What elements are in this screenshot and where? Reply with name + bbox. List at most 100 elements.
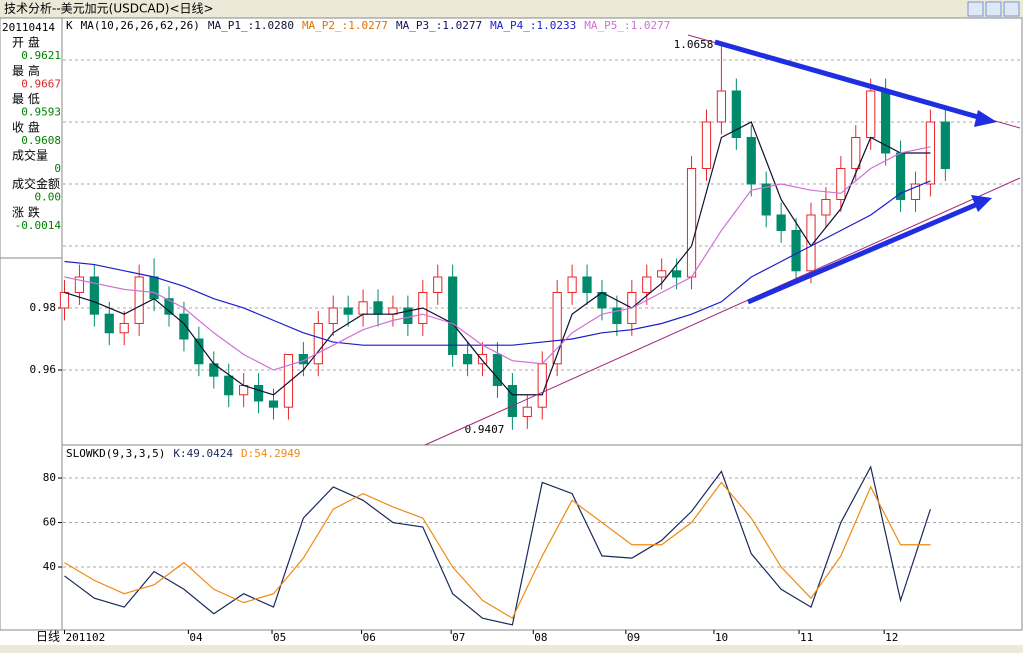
info-value: 0.00 bbox=[35, 191, 62, 204]
candle-body bbox=[253, 384, 264, 402]
candle-body bbox=[433, 276, 443, 293]
candle-body bbox=[224, 375, 234, 396]
candle-body bbox=[657, 270, 667, 278]
x-tick-label: 07 bbox=[452, 631, 465, 644]
candle-body bbox=[313, 322, 323, 365]
candle-body bbox=[179, 313, 189, 340]
candle-body bbox=[522, 406, 532, 417]
legend-entry: MA_P5_:1.0277 bbox=[584, 19, 670, 32]
info-label: 最 高 bbox=[12, 63, 40, 78]
candle-body bbox=[582, 276, 592, 293]
candle-body bbox=[791, 229, 801, 272]
candle-body bbox=[477, 353, 488, 365]
period-label: 日线 bbox=[36, 630, 60, 644]
y-tick-label: 0.96 bbox=[30, 363, 57, 376]
axis-panel bbox=[0, 17, 63, 631]
drawings bbox=[424, 34, 1021, 446]
y-tick-label: 40 bbox=[43, 560, 56, 573]
indicator-line bbox=[64, 465, 931, 626]
info-value: 0.9608 bbox=[21, 134, 61, 147]
info-label: 收 盘 bbox=[12, 119, 40, 134]
candle-body bbox=[642, 276, 652, 293]
candle-body bbox=[731, 90, 741, 138]
candle-body bbox=[612, 307, 622, 324]
candle-body bbox=[552, 291, 562, 365]
legend-entry: K bbox=[66, 19, 73, 32]
button[interactable] bbox=[1003, 1, 1020, 17]
candle-body bbox=[149, 276, 159, 300]
candle-body bbox=[164, 298, 174, 315]
candle-body bbox=[89, 276, 99, 315]
x-tick-label: 08 bbox=[534, 631, 547, 644]
candle-body bbox=[776, 214, 786, 231]
candle-body bbox=[940, 121, 950, 169]
x-tick-label: 201102 bbox=[65, 631, 105, 644]
info-value: 0 bbox=[54, 162, 61, 175]
legend-entry: MA(10,26,26,62,26) bbox=[81, 19, 200, 32]
candle-body bbox=[761, 183, 771, 216]
info-value: 0.9621 bbox=[21, 49, 61, 62]
candle-body bbox=[806, 214, 816, 272]
candle-body bbox=[403, 307, 413, 324]
window-title: 技术分析--美元加元(USDCAD)<日线> bbox=[4, 2, 214, 16]
legend-entry: MA_P4_:1.0233 bbox=[490, 19, 576, 32]
x-tick-label: 04 bbox=[189, 631, 203, 644]
arrow-head bbox=[971, 195, 992, 212]
window-buttons[interactable] bbox=[967, 1, 1020, 17]
candle-body bbox=[343, 307, 353, 315]
legend-entry: MA_P2_:1.0277 bbox=[302, 19, 388, 32]
annotation: 1.0658 bbox=[674, 38, 714, 51]
trend-arrow bbox=[714, 39, 986, 122]
candle-body bbox=[567, 276, 577, 293]
candle-body bbox=[59, 291, 70, 309]
legend-entry: D:54.2949 bbox=[241, 447, 301, 460]
candle-body bbox=[74, 276, 85, 293]
button[interactable] bbox=[967, 1, 984, 17]
annotation: 0.9407 bbox=[465, 423, 505, 436]
info-value: -0.0014 bbox=[15, 219, 62, 232]
candle-body bbox=[866, 90, 876, 138]
candle-body bbox=[268, 400, 279, 408]
info-label: 成交量 bbox=[12, 148, 48, 163]
candle-body bbox=[462, 353, 473, 365]
legend-entry: MA_P1_:1.0280 bbox=[208, 19, 294, 32]
x-tick-label: 11 bbox=[800, 631, 813, 644]
trend-arrow bbox=[747, 200, 981, 305]
x-tick-label: 05 bbox=[273, 631, 286, 644]
candle-body bbox=[328, 307, 338, 324]
candle-body bbox=[507, 384, 517, 417]
candle-body bbox=[851, 136, 861, 169]
candle-body bbox=[701, 121, 712, 169]
status-bar bbox=[0, 645, 1023, 653]
candle-body bbox=[672, 270, 682, 278]
ma-line bbox=[64, 121, 931, 396]
indicator-line bbox=[64, 481, 931, 620]
info-label: 开 盘 bbox=[12, 35, 40, 50]
candle-body bbox=[283, 353, 294, 408]
candle-body bbox=[373, 301, 383, 315]
x-tick-label: 06 bbox=[363, 631, 376, 644]
indicator-panel bbox=[61, 444, 1023, 631]
info-label: 最 低 bbox=[12, 92, 40, 106]
button[interactable] bbox=[985, 1, 1002, 17]
candle-body bbox=[104, 313, 114, 334]
candle-body bbox=[910, 183, 921, 200]
candle-body bbox=[194, 338, 204, 365]
candle-body bbox=[358, 301, 368, 315]
candle-body bbox=[686, 167, 697, 278]
info-label: 涨 跌 bbox=[12, 204, 40, 219]
legend-entry: MA_P3_:1.0277 bbox=[396, 19, 482, 32]
title-bar bbox=[0, 0, 1023, 18]
ma-line bbox=[64, 146, 931, 371]
candle-body bbox=[492, 353, 503, 386]
candle-body bbox=[836, 167, 846, 200]
trendline bbox=[424, 177, 1021, 446]
info-date: 20110414 bbox=[2, 21, 55, 34]
legend-entry: SLOWKD(9,3,3,5) bbox=[66, 447, 165, 460]
y-tick-label: 60 bbox=[43, 516, 56, 529]
candle-body bbox=[119, 322, 129, 334]
candle-body bbox=[746, 136, 756, 185]
info-value: 0.9593 bbox=[21, 106, 61, 119]
ma-line bbox=[64, 180, 931, 346]
